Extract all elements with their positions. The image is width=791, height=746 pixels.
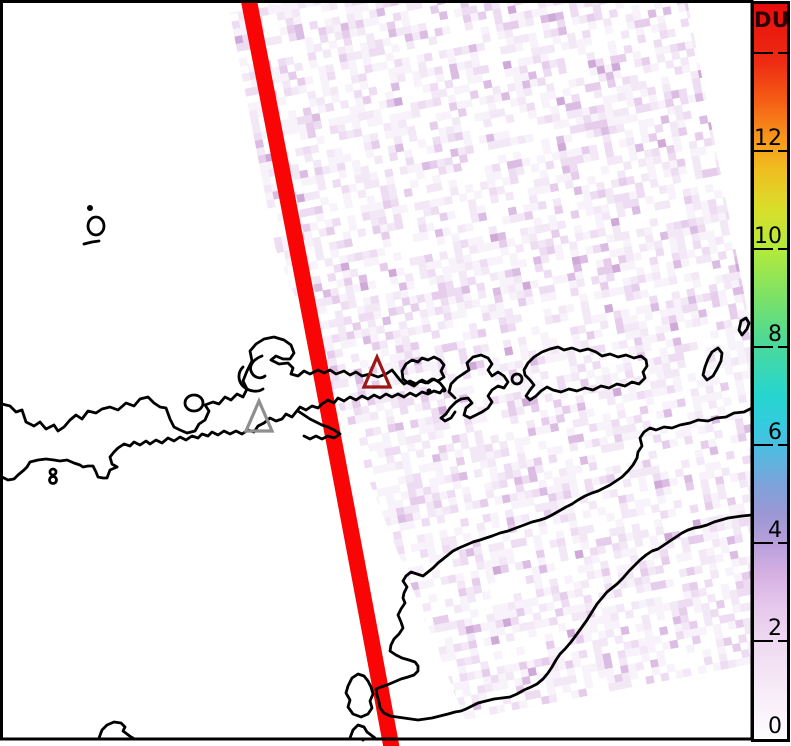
- islet-dot-b: [441, 387, 447, 393]
- volcano-marker-red[interactable]: [361, 352, 393, 389]
- islet-dot-a: [426, 388, 432, 394]
- coast-timor: [374, 406, 754, 722]
- coast-island-pantar: [439, 353, 510, 423]
- colorbar-unit-title: DU: [754, 8, 790, 32]
- coast-island-semau: [344, 672, 375, 719]
- islet-dot: [87, 205, 93, 211]
- coast-island-adonara: [400, 355, 446, 388]
- coast-curls: [237, 354, 267, 393]
- coast-islet-dash: [82, 239, 101, 246]
- islet-ring-nw: [86, 215, 106, 237]
- coast-island-atauro: [701, 346, 724, 382]
- islet-eight-top: [48, 467, 58, 477]
- coast-flores-south: [0, 457, 119, 482]
- coastlines: [0, 205, 754, 742]
- coast-island-bottom-left: [97, 720, 135, 740]
- coast-islet-ne: [737, 316, 751, 337]
- islet-ring-strait: [510, 372, 524, 386]
- volcano-marker-gray[interactable]: [243, 396, 275, 433]
- coast-island-alor: [522, 345, 649, 402]
- colorbar-gradient: [754, 4, 787, 739]
- coast-island-bottom-center: [348, 723, 377, 740]
- coast-east-fork: [296, 409, 342, 441]
- colorbar: 0 2 4 6 8 10 12 DU: [751, 1, 790, 742]
- islet-ring-flores: [183, 393, 205, 413]
- islet-eight-bottom: [48, 475, 58, 485]
